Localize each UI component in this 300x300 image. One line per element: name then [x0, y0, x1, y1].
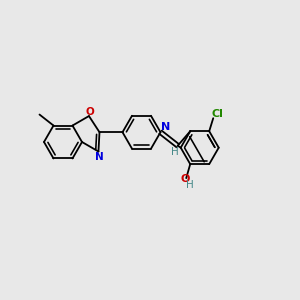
Text: O: O [85, 106, 94, 116]
Text: O: O [181, 174, 190, 184]
Text: H: H [186, 180, 194, 190]
Text: N: N [95, 152, 104, 161]
Text: H: H [171, 147, 178, 157]
Text: N: N [161, 122, 170, 132]
Text: Cl: Cl [211, 109, 223, 119]
